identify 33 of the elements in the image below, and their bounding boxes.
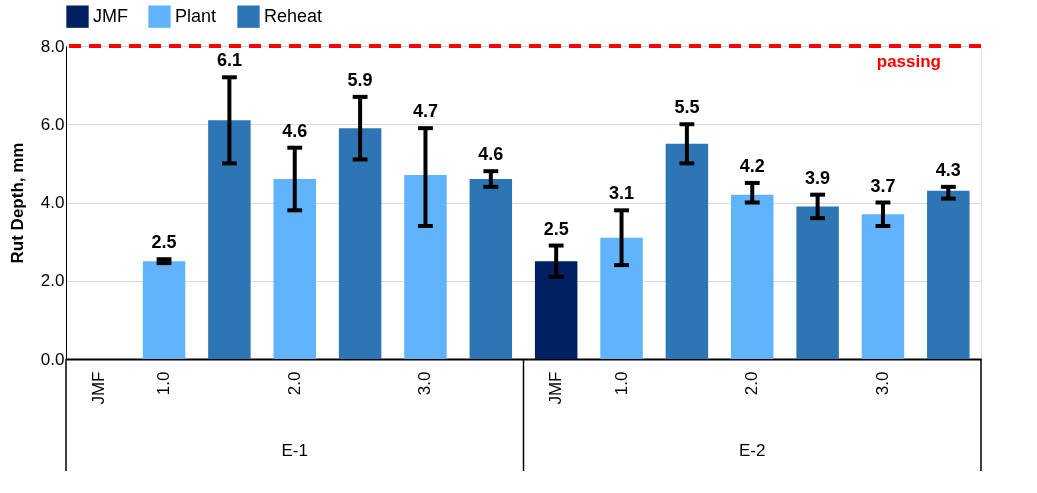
- x-tick-label: 3.0: [872, 371, 892, 396]
- y-tick-label: 4.0: [40, 193, 65, 212]
- data-label: 2.5: [151, 232, 177, 253]
- data-label: 6.1: [216, 50, 242, 71]
- y-tick-label: 8.0: [40, 36, 65, 56]
- x-tick-label: 1.0: [154, 371, 174, 396]
- y-tick-label: 2.0: [40, 271, 65, 291]
- x-tick-label: 2.0: [284, 371, 304, 396]
- data-label: 5.5: [674, 97, 700, 118]
- x-tick-label: JMF: [88, 371, 108, 405]
- text: E-1: [281, 441, 308, 460]
- x-tick-label: JMF: [546, 371, 566, 405]
- data-label: 4.2: [739, 155, 765, 176]
- data-label: 3.7: [870, 175, 896, 196]
- x-tick-label: 3.0: [415, 371, 435, 396]
- data-label: 3.1: [609, 183, 635, 204]
- text: E-2: [739, 441, 766, 460]
- data-label: 3.9: [805, 167, 831, 188]
- ref-line-label: passing: [876, 52, 941, 71]
- data-label: 4.6: [282, 120, 308, 141]
- legend-label: Plant: [175, 5, 217, 26]
- y-tick-label: 6.0: [40, 114, 65, 134]
- data-label: 4.6: [478, 144, 504, 165]
- x-tick-label: 1.0: [611, 371, 631, 396]
- legend-label: Reheat: [264, 5, 323, 26]
- y-tick-label: 0.0: [40, 349, 65, 369]
- x-tick-label: 2.0: [742, 371, 762, 396]
- data-label: 2.5: [543, 218, 569, 239]
- data-label: 5.9: [347, 69, 373, 90]
- data-label: 4.3: [935, 159, 961, 180]
- legend-label: JMF: [93, 5, 128, 26]
- data-label: 4.7: [412, 101, 438, 122]
- y-axis-title: Rut Depth, mm: [7, 142, 27, 264]
